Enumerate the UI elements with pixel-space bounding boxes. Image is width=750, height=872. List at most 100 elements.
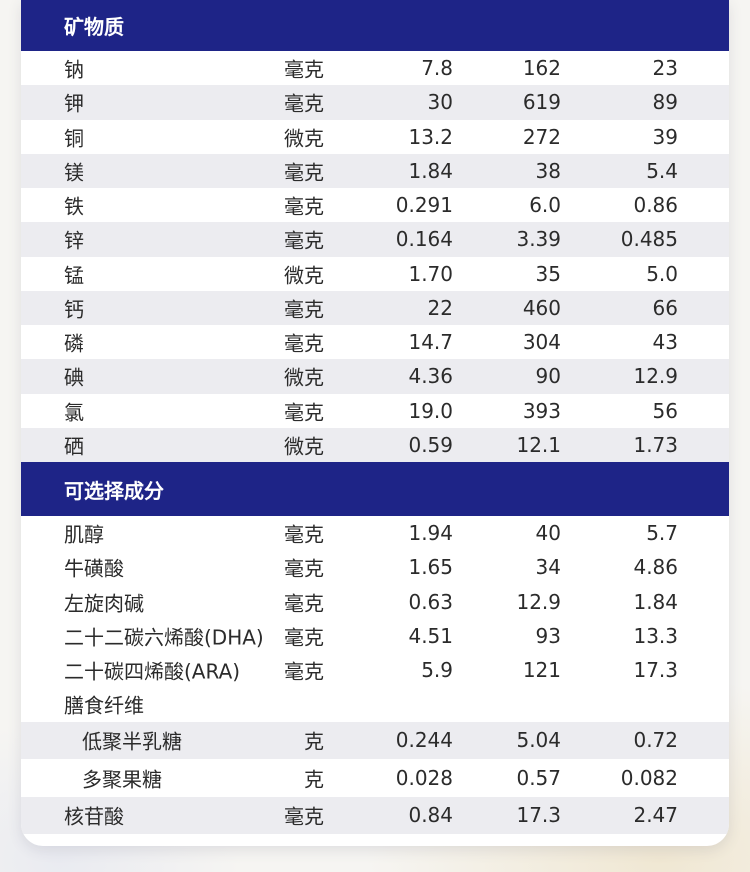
value-per-100kj: 1.70: [408, 261, 453, 286]
value-per-100g: 90: [535, 364, 561, 389]
table-row: 镁 毫克 1.84 38 5.4: [21, 153, 729, 188]
nutrient-name: 铜: [64, 126, 84, 151]
table-row-group-label: 膳食纤维: [21, 687, 729, 721]
nutrient-name: 多聚果糖: [82, 767, 162, 792]
nutrient-name: 镁: [64, 160, 84, 185]
nutrient-name: 二十碳四烯酸(ARA): [64, 659, 241, 684]
value-per-100ml: 13.3: [633, 623, 678, 648]
table-row: 碘 微克 4.36 90 12.9: [21, 359, 729, 394]
value-per-100kj: 1.65: [408, 555, 453, 580]
section-header-optional: 可选择成分: [21, 462, 729, 516]
nutrient-name: 碘: [64, 365, 84, 390]
value-per-100ml: 89: [652, 90, 678, 115]
value-per-100ml: 17.3: [633, 658, 678, 683]
value-per-100g: 393: [522, 398, 561, 423]
table-row: 钙 毫克 22 460 66: [21, 290, 729, 325]
value-per-100g: 460: [522, 295, 561, 320]
table-row: 磷 毫克 14.7 304 43: [21, 325, 729, 359]
table-row: 低聚半乳糖 克 0.244 5.04 0.72: [21, 721, 729, 759]
table-row: 多聚果糖 克 0.028 0.57 0.082: [21, 759, 729, 797]
table-row: 牛磺酸 毫克 1.65 34 4.86: [21, 550, 729, 584]
value-per-100ml: 1.73: [633, 432, 678, 457]
table-row: 核苷酸 毫克 0.84 17.3 2.47: [21, 796, 729, 834]
value-per-100ml: 56: [652, 398, 678, 423]
table-row: 肌醇 毫克 1.94 40 5.7: [21, 516, 729, 550]
table-row: 氯 毫克 19.0 393 56: [21, 394, 729, 428]
value-per-100kj: 19.0: [408, 398, 453, 423]
value-per-100g: 93: [535, 623, 561, 648]
nutrient-name: 硒: [64, 434, 84, 459]
value-per-100ml: 0.485: [620, 227, 678, 252]
value-per-100ml: 1.84: [633, 589, 678, 614]
value-per-100g: 5.04: [516, 728, 561, 753]
nutrient-unit: 微克: [284, 263, 324, 288]
value-per-100g: 40: [535, 521, 561, 546]
nutrient-name: 锰: [64, 263, 84, 288]
table-row: 硒 微克 0.59 12.1 1.73: [21, 427, 729, 462]
value-per-100kj: 0.59: [408, 432, 453, 457]
nutrient-unit: 毫克: [284, 591, 324, 616]
nutrient-name: 氯: [64, 400, 84, 425]
nutrient-unit: 毫克: [284, 331, 324, 356]
nutrient-unit: 克: [304, 767, 324, 792]
value-per-100kj: 5.9: [421, 658, 453, 683]
value-per-100g: 35: [535, 261, 561, 286]
section-title: 可选择成分: [64, 478, 164, 503]
table-row: 锌 毫克 0.164 3.39 0.485: [21, 222, 729, 257]
value-per-100ml: 2.47: [633, 803, 678, 828]
nutrient-unit: 克: [304, 729, 324, 754]
table-row: 铁 毫克 0.291 6.0 0.86: [21, 188, 729, 222]
value-per-100ml: 5.0: [646, 261, 678, 286]
value-per-100ml: 66: [652, 295, 678, 320]
table-row: 锰 微克 1.70 35 5.0: [21, 257, 729, 291]
value-per-100kj: 13.2: [408, 124, 453, 149]
value-per-100ml: 39: [652, 124, 678, 149]
value-per-100ml: 23: [652, 56, 678, 81]
value-per-100kj: 30: [427, 90, 453, 115]
table-row: 钠 毫克 7.8 162 23: [21, 51, 729, 85]
nutrient-name: 膳食纤维: [64, 693, 144, 718]
value-per-100g: 38: [535, 158, 561, 183]
table-row: 铜 微克 13.2 272 39: [21, 120, 729, 154]
nutrient-unit: 毫克: [284, 91, 324, 116]
value-per-100ml: 43: [652, 330, 678, 355]
nutrient-unit: 微克: [284, 365, 324, 390]
nutrient-unit: 毫克: [284, 625, 324, 650]
nutrient-unit: 毫克: [284, 804, 324, 829]
value-per-100g: 619: [522, 90, 561, 115]
value-per-100kj: 0.84: [408, 803, 453, 828]
table-row: 二十碳四烯酸(ARA) 毫克 5.9 121 17.3: [21, 653, 729, 687]
value-per-100g: 34: [535, 555, 561, 580]
nutrient-unit: 毫克: [284, 194, 324, 219]
nutrient-name: 低聚半乳糖: [82, 729, 182, 754]
section-title: 矿物质: [64, 15, 124, 39]
value-per-100kj: 7.8: [421, 56, 453, 81]
optional-table: 肌醇 毫克 1.94 40 5.7 牛磺酸 毫克 1.65 34 4.86 左旋…: [21, 516, 729, 834]
nutrient-name: 核苷酸: [64, 804, 124, 829]
nutrient-name: 二十二碳六烯酸(DHA): [64, 625, 264, 650]
nutrient-name: 铁: [64, 194, 84, 219]
value-per-100kj: 22: [427, 295, 453, 320]
value-per-100g: 17.3: [516, 803, 561, 828]
nutrient-unit: 毫克: [284, 400, 324, 425]
nutrient-unit: 微克: [284, 434, 324, 459]
nutrient-name: 肌醇: [64, 522, 104, 547]
value-per-100ml: 5.7: [646, 521, 678, 546]
nutrient-unit: 毫克: [284, 228, 324, 253]
value-per-100ml: 5.4: [646, 158, 678, 183]
value-per-100g: 304: [522, 330, 561, 355]
nutrient-name: 磷: [64, 331, 84, 356]
value-per-100g: 121: [522, 658, 561, 683]
value-per-100ml: 0.72: [633, 728, 678, 753]
nutrient-unit: 毫克: [284, 160, 324, 185]
table-row: 左旋肉碱 毫克 0.63 12.9 1.84: [21, 585, 729, 619]
nutrient-name: 钙: [64, 297, 84, 322]
nutrient-name: 锌: [64, 228, 84, 253]
table-row: 钾 毫克 30 619 89: [21, 85, 729, 120]
value-per-100ml: 12.9: [633, 364, 678, 389]
nutrient-unit: 微克: [284, 126, 324, 151]
nutrient-unit: 毫克: [284, 556, 324, 581]
value-per-100kj: 0.028: [395, 765, 453, 790]
value-per-100kj: 4.36: [408, 364, 453, 389]
table-row: 二十二碳六烯酸(DHA) 毫克 4.51 93 13.3: [21, 619, 729, 653]
